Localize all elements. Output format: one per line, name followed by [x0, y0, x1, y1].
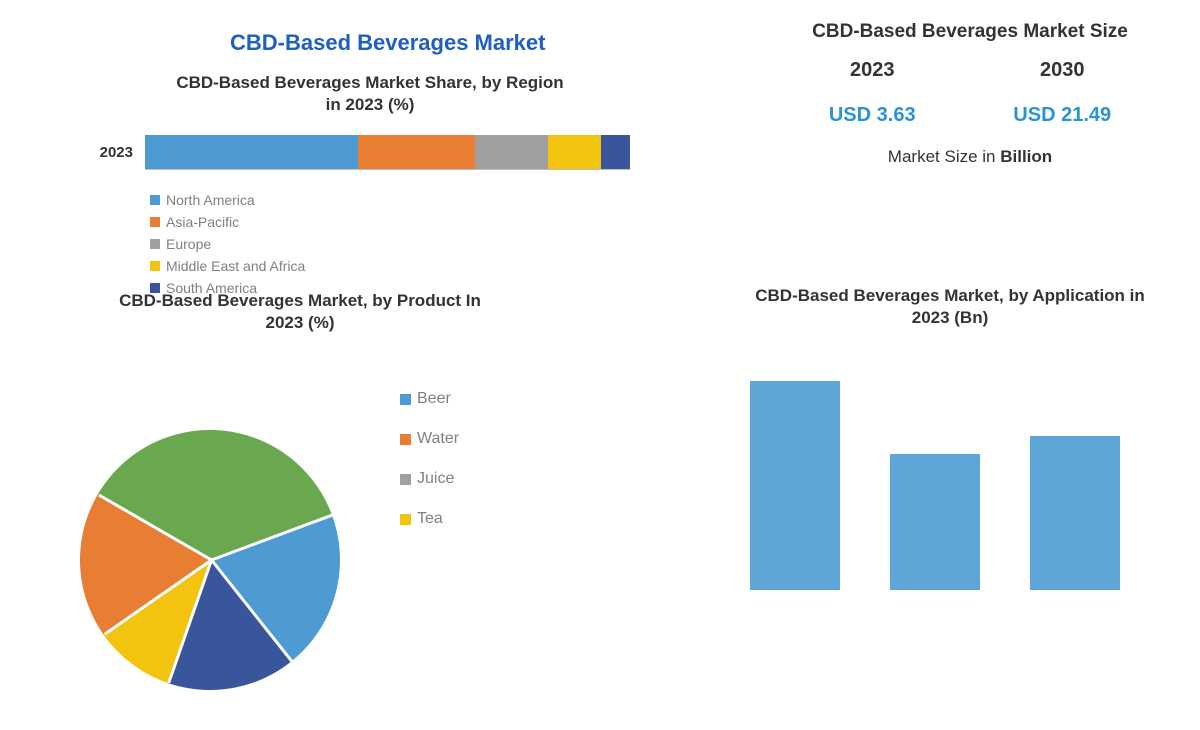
size-val-1: USD 21.49 [1013, 104, 1111, 127]
product-chart-title: CBD-Based Beverages Market, by Product I… [110, 290, 490, 334]
legend-item: Middle East and Africa [150, 258, 370, 274]
region-year-label: 2023 [90, 144, 145, 161]
product-pie-chart [80, 430, 380, 730]
size-year-1: 2030 [1013, 59, 1111, 82]
legend-swatch [150, 195, 160, 205]
legend-label: Asia-Pacific [166, 214, 239, 230]
legend-label: Juice [417, 470, 454, 488]
product-legend: Beer Water Juice Tea [400, 390, 584, 550]
market-size-block: CBD-Based Beverages Market Size 2023 USD… [780, 20, 1160, 167]
application-chart-title: CBD-Based Beverages Market, by Applicati… [740, 285, 1160, 329]
legend-label: North America [166, 192, 255, 208]
size-col-2030: 2030 USD 21.49 [1013, 59, 1111, 127]
legend-item: Tea [400, 510, 560, 528]
legend-swatch [400, 434, 411, 445]
application-bar-2 [1030, 436, 1120, 590]
legend-swatch [400, 514, 411, 525]
size-col-2023: 2023 USD 3.63 [829, 59, 916, 127]
region-seg-europe [475, 135, 548, 169]
legend-item: Water [400, 430, 560, 448]
legend-item: Europe [150, 236, 370, 252]
legend-item: North America [150, 192, 370, 208]
region-seg-south-america [601, 135, 630, 169]
legend-swatch [150, 261, 160, 271]
size-note: Market Size in Billion [780, 147, 1160, 167]
legend-item: Juice [400, 470, 560, 488]
region-seg-middle-east-and-africa [548, 135, 601, 169]
region-stacked-bar: 2023 [90, 135, 630, 170]
size-val-0: USD 3.63 [829, 104, 916, 127]
legend-swatch [150, 217, 160, 227]
region-seg-north-america [145, 135, 358, 169]
region-chart-title: CBD-Based Beverages Market Share, by Reg… [170, 72, 570, 116]
legend-label: Water [417, 430, 459, 448]
legend-label: Tea [417, 510, 443, 528]
legend-item: Beer [400, 390, 560, 408]
legend-swatch [400, 474, 411, 485]
region-legend: North America Asia-Pacific Europe Middle Ea… [150, 192, 630, 302]
region-seg-asia-pacific [358, 135, 474, 169]
main-title: CBD-Based Beverages Market [230, 30, 545, 56]
size-year-0: 2023 [829, 59, 916, 82]
legend-swatch [150, 239, 160, 249]
application-bar-1 [890, 454, 980, 590]
market-size-title: CBD-Based Beverages Market Size [780, 20, 1160, 45]
application-bar-0 [750, 381, 840, 590]
legend-label: Middle East and Africa [166, 258, 305, 274]
application-bar-chart [750, 370, 1170, 590]
legend-label: Europe [166, 236, 211, 252]
legend-item: Asia-Pacific [150, 214, 370, 230]
legend-label: Beer [417, 390, 451, 408]
legend-swatch [400, 394, 411, 405]
